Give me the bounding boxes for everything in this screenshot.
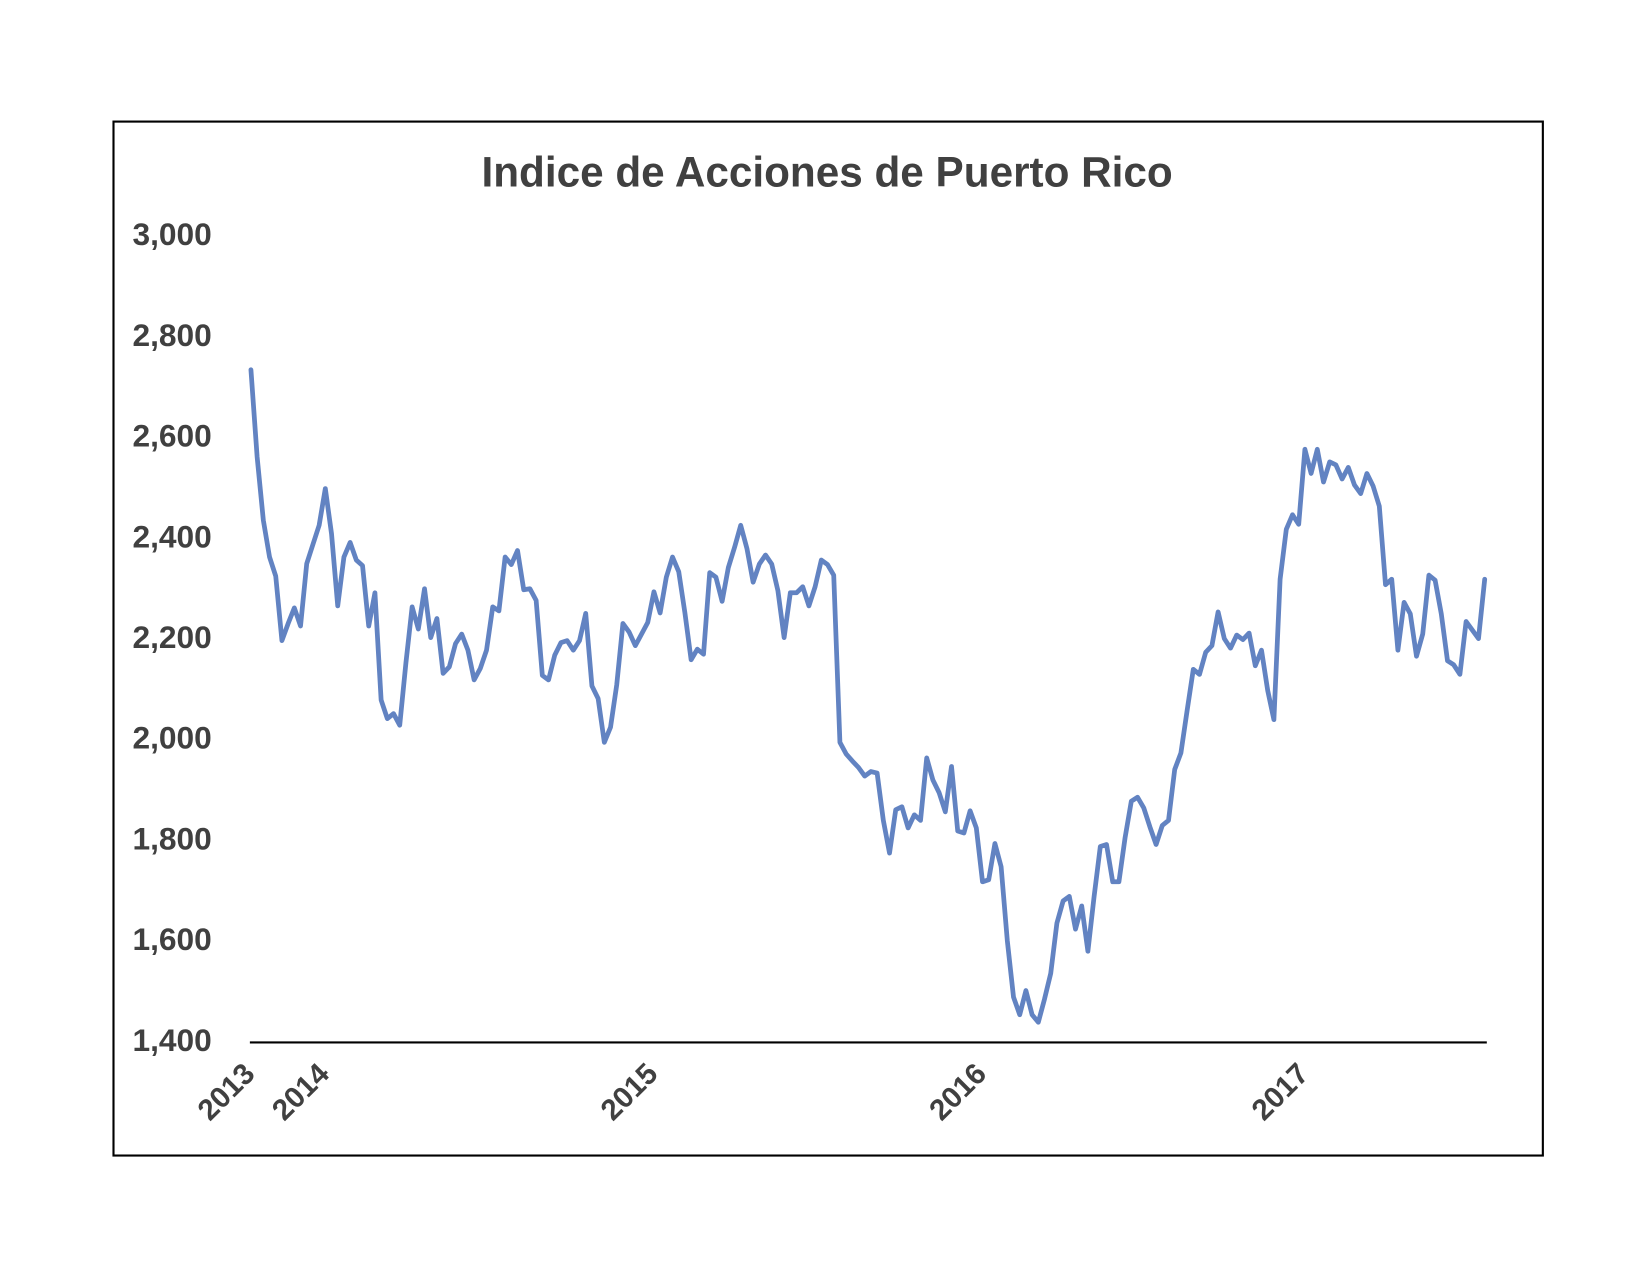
data-line	[248, 367, 1488, 1025]
x-tick-label: 2017	[1245, 1057, 1315, 1127]
y-tick-label: 2,600	[132, 418, 211, 454]
x-tick-label: 2016	[923, 1057, 993, 1127]
y-tick-label: 1,800	[132, 820, 211, 856]
y-tick-label: 2,000	[132, 720, 211, 756]
y-tick-label: 1,400	[132, 1022, 211, 1058]
y-tick-label: 2,800	[132, 317, 211, 353]
x-tick-label: 2014	[266, 1057, 336, 1127]
y-tick-label: 3,000	[132, 216, 211, 252]
chart-title: Indice de Acciones de Puerto Rico	[481, 149, 1172, 196]
x-tick-label: 2015	[595, 1057, 665, 1127]
x-tick-label: 2013	[192, 1057, 262, 1127]
y-tick-label: 2,200	[132, 619, 211, 655]
y-tick-label: 2,400	[132, 518, 211, 554]
chart-frame	[112, 120, 1544, 1157]
y-tick-label: 1,600	[132, 921, 211, 957]
